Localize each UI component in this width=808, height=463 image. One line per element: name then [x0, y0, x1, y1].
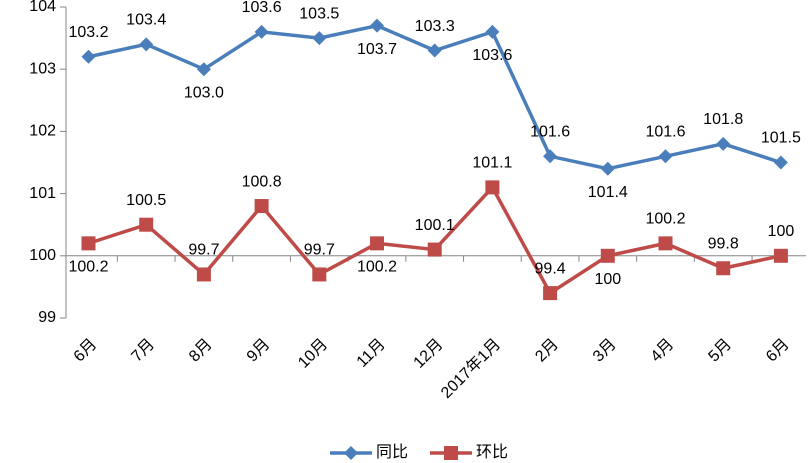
data-label: 99.4: [535, 260, 566, 277]
y-tick-label: 104: [29, 0, 56, 15]
marker: [485, 24, 500, 39]
marker: [543, 286, 558, 301]
data-label: 103.6: [472, 47, 512, 64]
marker: [81, 236, 96, 251]
data-label: 101.1: [472, 155, 512, 172]
marker: [254, 199, 269, 214]
marker: [427, 43, 442, 58]
data-label: 103.2: [68, 24, 108, 41]
data-label: 101.5: [761, 130, 801, 147]
marker: [81, 49, 96, 64]
x-tick-label: 10月: [295, 336, 331, 372]
marker: [773, 248, 788, 263]
data-label: 103.7: [357, 41, 397, 58]
marker: [139, 217, 154, 232]
marker: [312, 31, 327, 46]
data-label: 103.0: [184, 84, 224, 101]
marker: [427, 242, 442, 257]
data-label: 99.8: [708, 235, 739, 252]
series-line: [87, 184, 782, 296]
y-tick-label: 99: [38, 309, 56, 326]
data-label: 101.6: [645, 123, 685, 140]
legend-label: 同比: [376, 443, 408, 461]
marker: [600, 248, 615, 263]
data-label: 101.8: [703, 111, 743, 128]
y-tick-label: 101: [29, 185, 56, 202]
data-label: 101.6: [530, 123, 570, 140]
data-label: 100.2: [357, 259, 397, 276]
data-label: 100: [594, 271, 621, 288]
data-label: 103.6: [242, 0, 282, 16]
data-label: 100.2: [68, 259, 108, 276]
data-label: 100.5: [126, 192, 166, 209]
y-tick-label: 102: [29, 123, 56, 140]
x-tick-label: 9月: [244, 336, 274, 366]
x-tick-label: 2017年1月: [437, 335, 504, 402]
x-tick-label: 5月: [705, 336, 735, 366]
data-label: 100.8: [242, 173, 282, 190]
marker: [196, 267, 211, 282]
marker: [716, 261, 731, 276]
marker: [370, 236, 384, 251]
data-label: 100: [768, 223, 795, 240]
x-tick-label: 11月: [354, 336, 389, 371]
marker: [370, 18, 384, 33]
data-label: 99.7: [188, 242, 219, 259]
data-label: 103.3: [415, 18, 455, 35]
legend-marker: [344, 446, 358, 460]
data-label: 99.7: [304, 242, 335, 259]
x-tick-label: 6月: [763, 336, 793, 366]
data-label: 100.1: [415, 217, 455, 234]
x-tick-label: 6月: [71, 336, 101, 366]
marker: [196, 62, 211, 77]
y-tick-label: 103: [29, 60, 56, 77]
marker: [139, 37, 154, 52]
data-label: 101.4: [588, 184, 628, 201]
marker: [543, 149, 558, 164]
x-tick-label: 2月: [532, 336, 562, 366]
x-tick-label: 7月: [128, 336, 158, 366]
x-tick-label: 8月: [186, 336, 216, 366]
x-tick-label: 4月: [648, 336, 678, 366]
data-label: 100.2: [645, 211, 685, 228]
x-tick-label: 12月: [411, 336, 447, 372]
data-label: 103.4: [126, 12, 166, 29]
marker: [773, 155, 788, 170]
marker: [658, 236, 673, 251]
marker: [716, 136, 731, 151]
legend-label: 环比: [476, 443, 508, 461]
legend-marker: [444, 446, 458, 460]
x-tick-label: 3月: [590, 336, 620, 366]
marker: [254, 24, 269, 39]
data-label: 103.5: [299, 5, 339, 22]
marker: [658, 149, 673, 164]
marker: [600, 161, 615, 176]
marker: [312, 267, 327, 282]
y-tick-label: 100: [29, 247, 56, 264]
marker: [485, 180, 500, 195]
